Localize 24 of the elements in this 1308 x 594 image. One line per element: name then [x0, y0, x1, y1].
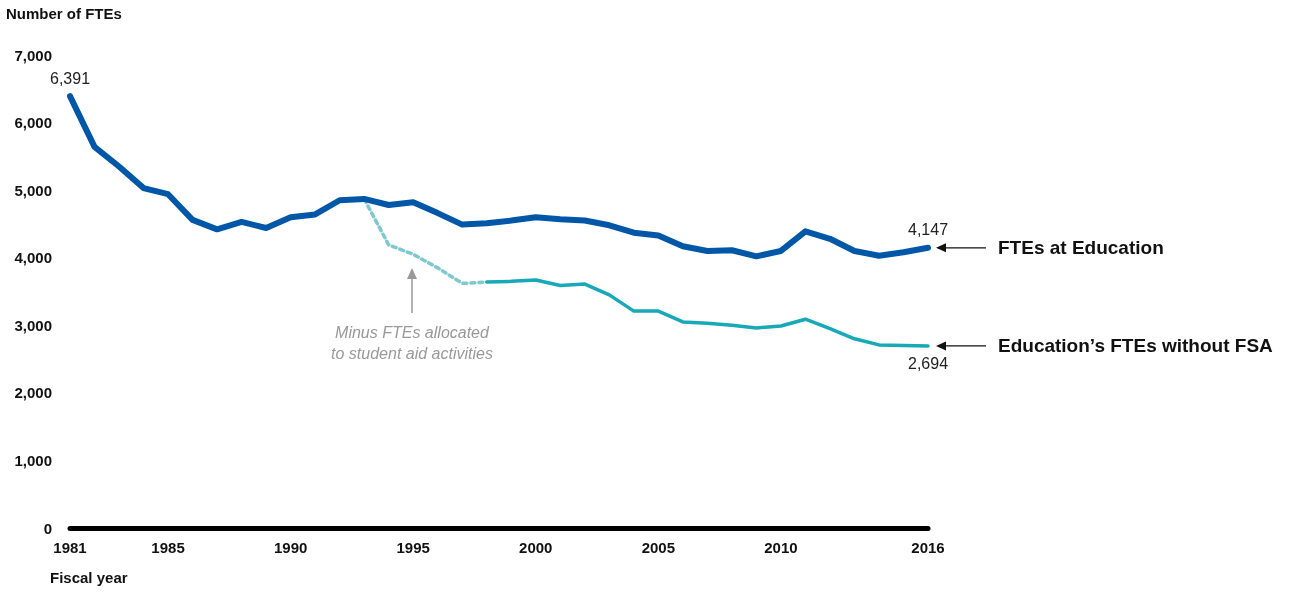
y-tick-label: 4,000: [14, 249, 52, 267]
y-tick-label: 5,000: [14, 181, 52, 199]
x-tick-label: 1990: [273, 539, 308, 556]
y-tick-label: 2,000: [14, 384, 52, 402]
y-tick-label: 1,000: [14, 451, 52, 469]
data-label: 2,694: [907, 355, 949, 373]
x-axis-title: Fiscal year: [50, 569, 128, 586]
annotation: Minus FTEs allocated to student aid activities: [331, 324, 493, 362]
y-tick-label: 7,000: [14, 46, 52, 64]
x-tick-label: 2016: [911, 539, 945, 556]
y-tick-label: 6,000: [14, 114, 52, 132]
text: FTEs at Education: [998, 237, 1164, 259]
data-label: 6,391: [49, 69, 91, 87]
y-axis-title: Number of FTEs: [6, 5, 122, 22]
text: Education’s FTEs without FSA: [998, 335, 1274, 357]
x-tick-label: 2005: [641, 539, 676, 556]
x-tick-label: 1995: [396, 539, 430, 556]
x-tick-label: 2000: [519, 539, 553, 556]
x-tick-label: 1981: [53, 539, 87, 556]
data-label: 4,147: [907, 221, 949, 239]
y-tick-label: 3,000: [14, 316, 52, 334]
x-tick-label: 2010: [764, 539, 798, 556]
x-tick-label: 1985: [151, 539, 185, 556]
y-tick-label: 0: [43, 519, 52, 537]
